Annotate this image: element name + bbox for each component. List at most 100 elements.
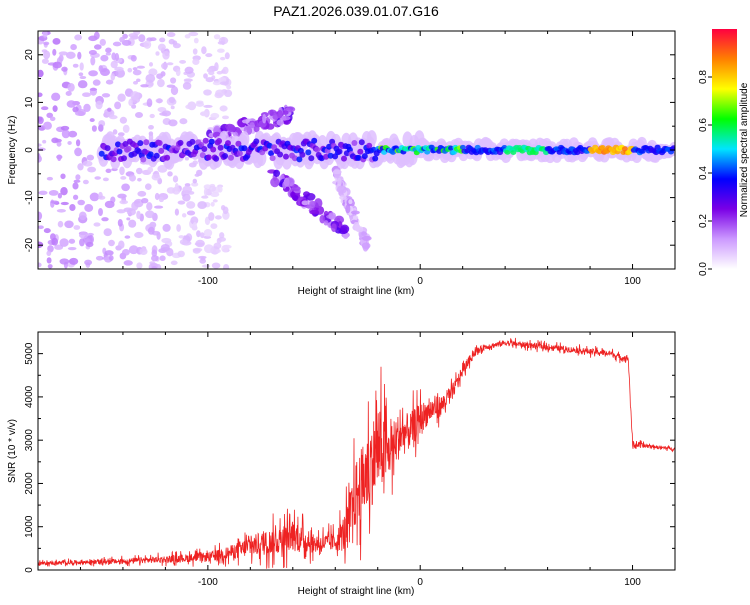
heatmap-cell xyxy=(69,203,76,212)
heatmap-cell xyxy=(197,201,207,210)
heatmap-cell xyxy=(192,58,200,65)
heatmap-cell xyxy=(201,264,211,268)
heatmap-cell xyxy=(139,247,148,256)
colorbar: 0.0 0.2 0.4 0.6 0.8 Normalized spectral ampl… xyxy=(698,29,750,276)
heatmap-cell xyxy=(72,63,79,68)
heatmap-cell xyxy=(104,145,111,152)
heatmap-cell xyxy=(88,70,98,77)
heatmap-cell xyxy=(124,235,131,239)
heatmap-cell xyxy=(273,169,281,177)
heatmap-cell xyxy=(121,248,130,256)
heatmap-cell xyxy=(184,66,194,74)
heatmap-cell xyxy=(125,145,132,152)
figure-title: PAZ1.2026.039.01.07.G16 xyxy=(273,3,439,19)
heatmap-cell xyxy=(59,258,70,265)
heatmap-cell xyxy=(281,110,289,115)
heatmap-ytick-label: 0 xyxy=(24,147,35,153)
heatmap-cell xyxy=(194,173,200,177)
heatmap-cell xyxy=(301,200,309,206)
snr-plot-area xyxy=(38,337,675,569)
heatmap-cell xyxy=(121,39,132,46)
heatmap-cell xyxy=(170,260,178,266)
heatmap-cell xyxy=(305,192,316,201)
heatmap-cell xyxy=(131,104,137,109)
heatmap-cell xyxy=(127,67,133,73)
heatmap-cell xyxy=(118,240,125,249)
heatmap-cell xyxy=(110,73,116,81)
heatmap-cell xyxy=(84,204,94,212)
heatmap-cell xyxy=(179,118,188,125)
heatmap-cell xyxy=(87,166,97,173)
heatmap-cell xyxy=(217,144,224,151)
heatmap-cell xyxy=(101,93,111,98)
heatmap-cell xyxy=(221,245,229,253)
heatmap-cell xyxy=(122,124,130,133)
heatmap-cell xyxy=(235,140,242,147)
heatmap-cell xyxy=(249,122,255,129)
heatmap-cell xyxy=(38,211,43,221)
heatmap-cell xyxy=(102,177,109,182)
heatmap-cell xyxy=(67,141,72,145)
heatmap-cell xyxy=(424,149,431,155)
heatmap-cell xyxy=(111,52,117,61)
heatmap-cell xyxy=(38,225,44,230)
heatmap-cell xyxy=(143,139,150,146)
heatmap-cell xyxy=(277,151,284,158)
heatmap-cell xyxy=(361,153,368,160)
heatmap-cell xyxy=(136,78,141,83)
heatmap-cell xyxy=(121,155,127,162)
heatmap-cell xyxy=(122,141,129,147)
heatmap-cell xyxy=(130,54,137,62)
heatmap-cell xyxy=(277,109,283,119)
heatmap-cell xyxy=(183,78,193,82)
heatmap-cell xyxy=(177,250,185,258)
heatmap-cell xyxy=(192,178,198,184)
heatmap-cell xyxy=(42,31,48,38)
heatmap-cell xyxy=(110,156,117,163)
heatmap-cell xyxy=(219,81,229,86)
heatmap-cell xyxy=(128,98,134,107)
snr-frame xyxy=(37,331,676,571)
heatmap-cell xyxy=(157,43,166,51)
heatmap-cell xyxy=(208,71,215,76)
heatmap-ytick-label: -20 xyxy=(24,238,35,253)
heatmap-cell xyxy=(291,155,298,162)
heatmap-xtick-label: 0 xyxy=(417,276,423,287)
heatmap-cell xyxy=(241,119,250,124)
heatmap-cell xyxy=(162,50,170,60)
heatmap-cell xyxy=(195,239,205,248)
heatmap-cell xyxy=(276,119,284,126)
heatmap-cell xyxy=(43,41,50,46)
heatmap-cell xyxy=(89,118,95,123)
heatmap-cell xyxy=(136,210,141,220)
heatmap-cell xyxy=(59,238,69,247)
heatmap-cell xyxy=(60,187,68,196)
heatmap-cell xyxy=(154,205,164,209)
heatmap-cell xyxy=(133,200,141,204)
heatmap-cell xyxy=(148,62,154,67)
heatmap-cell xyxy=(174,183,179,192)
heatmap-cell xyxy=(85,241,94,247)
colorbar-gradient xyxy=(712,29,737,269)
heatmap-cell xyxy=(314,146,321,153)
heatmap-cell xyxy=(222,115,229,120)
heatmap-cell xyxy=(38,262,42,268)
heatmap-cell xyxy=(128,33,139,38)
heatmap-cell xyxy=(43,50,51,60)
heatmap-cell xyxy=(38,69,44,78)
heatmap-cell xyxy=(208,138,215,145)
heatmap-cell xyxy=(203,89,212,96)
heatmap-cell xyxy=(141,198,149,204)
heatmap-cell xyxy=(504,149,511,155)
heatmap-cell xyxy=(94,176,101,180)
heatmap-cell xyxy=(38,92,43,98)
heatmap-cell xyxy=(224,52,230,60)
colorbar-tick-label: 0.0 xyxy=(698,262,709,276)
heatmap-cell xyxy=(226,85,232,90)
heatmap-cell xyxy=(77,199,85,206)
snr-ytick-label: 5000 xyxy=(24,342,35,365)
heatmap-cell xyxy=(332,153,339,160)
heatmap-cell xyxy=(60,173,66,180)
heatmap-cell xyxy=(120,176,127,180)
